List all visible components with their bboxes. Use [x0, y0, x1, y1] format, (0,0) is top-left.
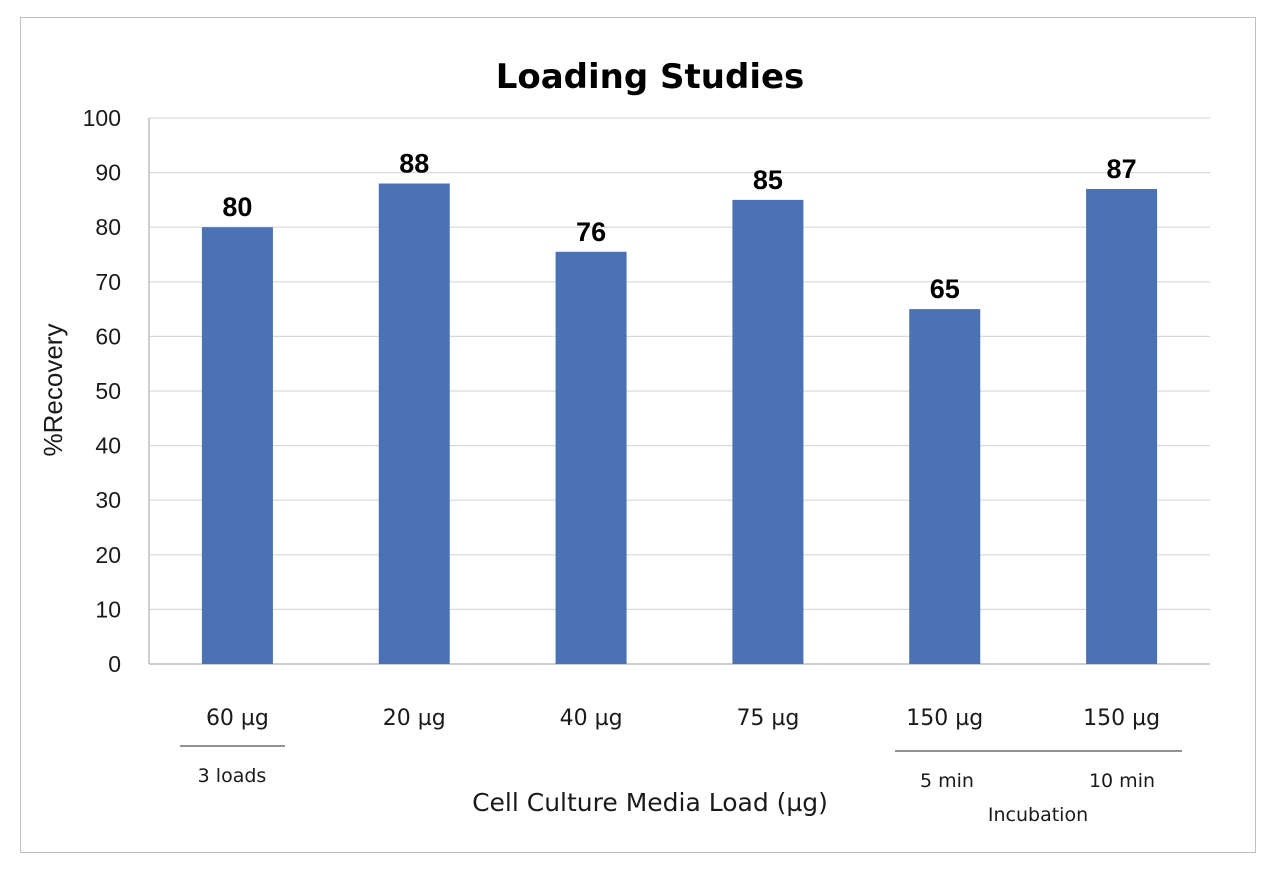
category-label: 60 µg [206, 706, 269, 731]
data-label: 76 [576, 217, 606, 247]
y-tick-label: 90 [95, 160, 121, 186]
y-tick-label: 80 [95, 214, 121, 240]
bar [555, 251, 627, 664]
bar [732, 199, 804, 664]
bars [201, 183, 1158, 665]
y-tick-label: 50 [95, 378, 121, 404]
chart-title: Loading Studies [496, 57, 805, 97]
group-label-incubation: Incubation [988, 804, 1088, 826]
y-tick-label: 20 [95, 542, 121, 568]
bar [1086, 188, 1158, 665]
data-labels: 80 88 76 85 65 87 [222, 149, 1136, 305]
x-axis-label: Cell Culture Media Load (µg) [472, 788, 828, 817]
data-label: 87 [1107, 154, 1137, 184]
y-tick-label: 60 [95, 323, 121, 349]
gridlines [149, 117, 1210, 611]
sub-label-5-min: 5 min [920, 770, 974, 792]
data-label: 80 [222, 192, 252, 222]
sub-label-3-loads: 3 loads [198, 765, 267, 787]
category-label: 150 µg [1083, 706, 1160, 731]
y-axis-label: %Recovery [38, 324, 68, 457]
y-tick-label: 40 [95, 433, 121, 459]
sub-label-10-min: 10 min [1089, 770, 1155, 792]
bar [201, 227, 273, 664]
y-tick-label: 10 [95, 596, 121, 622]
category-labels: 60 µg 20 µg 40 µg 75 µg 150 µg 150 µg [206, 706, 1160, 731]
y-tick-label: 0 [108, 651, 121, 677]
category-label: 75 µg [736, 706, 799, 731]
data-label: 65 [930, 274, 960, 304]
bar [909, 309, 981, 664]
data-label: 85 [753, 165, 783, 195]
category-label: 150 µg [906, 706, 983, 731]
y-tick-label: 70 [95, 269, 121, 295]
y-tick-label: 30 [95, 487, 121, 513]
data-label: 88 [399, 149, 429, 179]
category-label: 40 µg [560, 706, 623, 731]
y-tick-labels: 0 10 20 30 40 50 60 70 80 90 100 [83, 105, 121, 677]
y-tick-label: 100 [83, 105, 121, 131]
bar [378, 183, 450, 664]
category-label: 20 µg [383, 706, 446, 731]
